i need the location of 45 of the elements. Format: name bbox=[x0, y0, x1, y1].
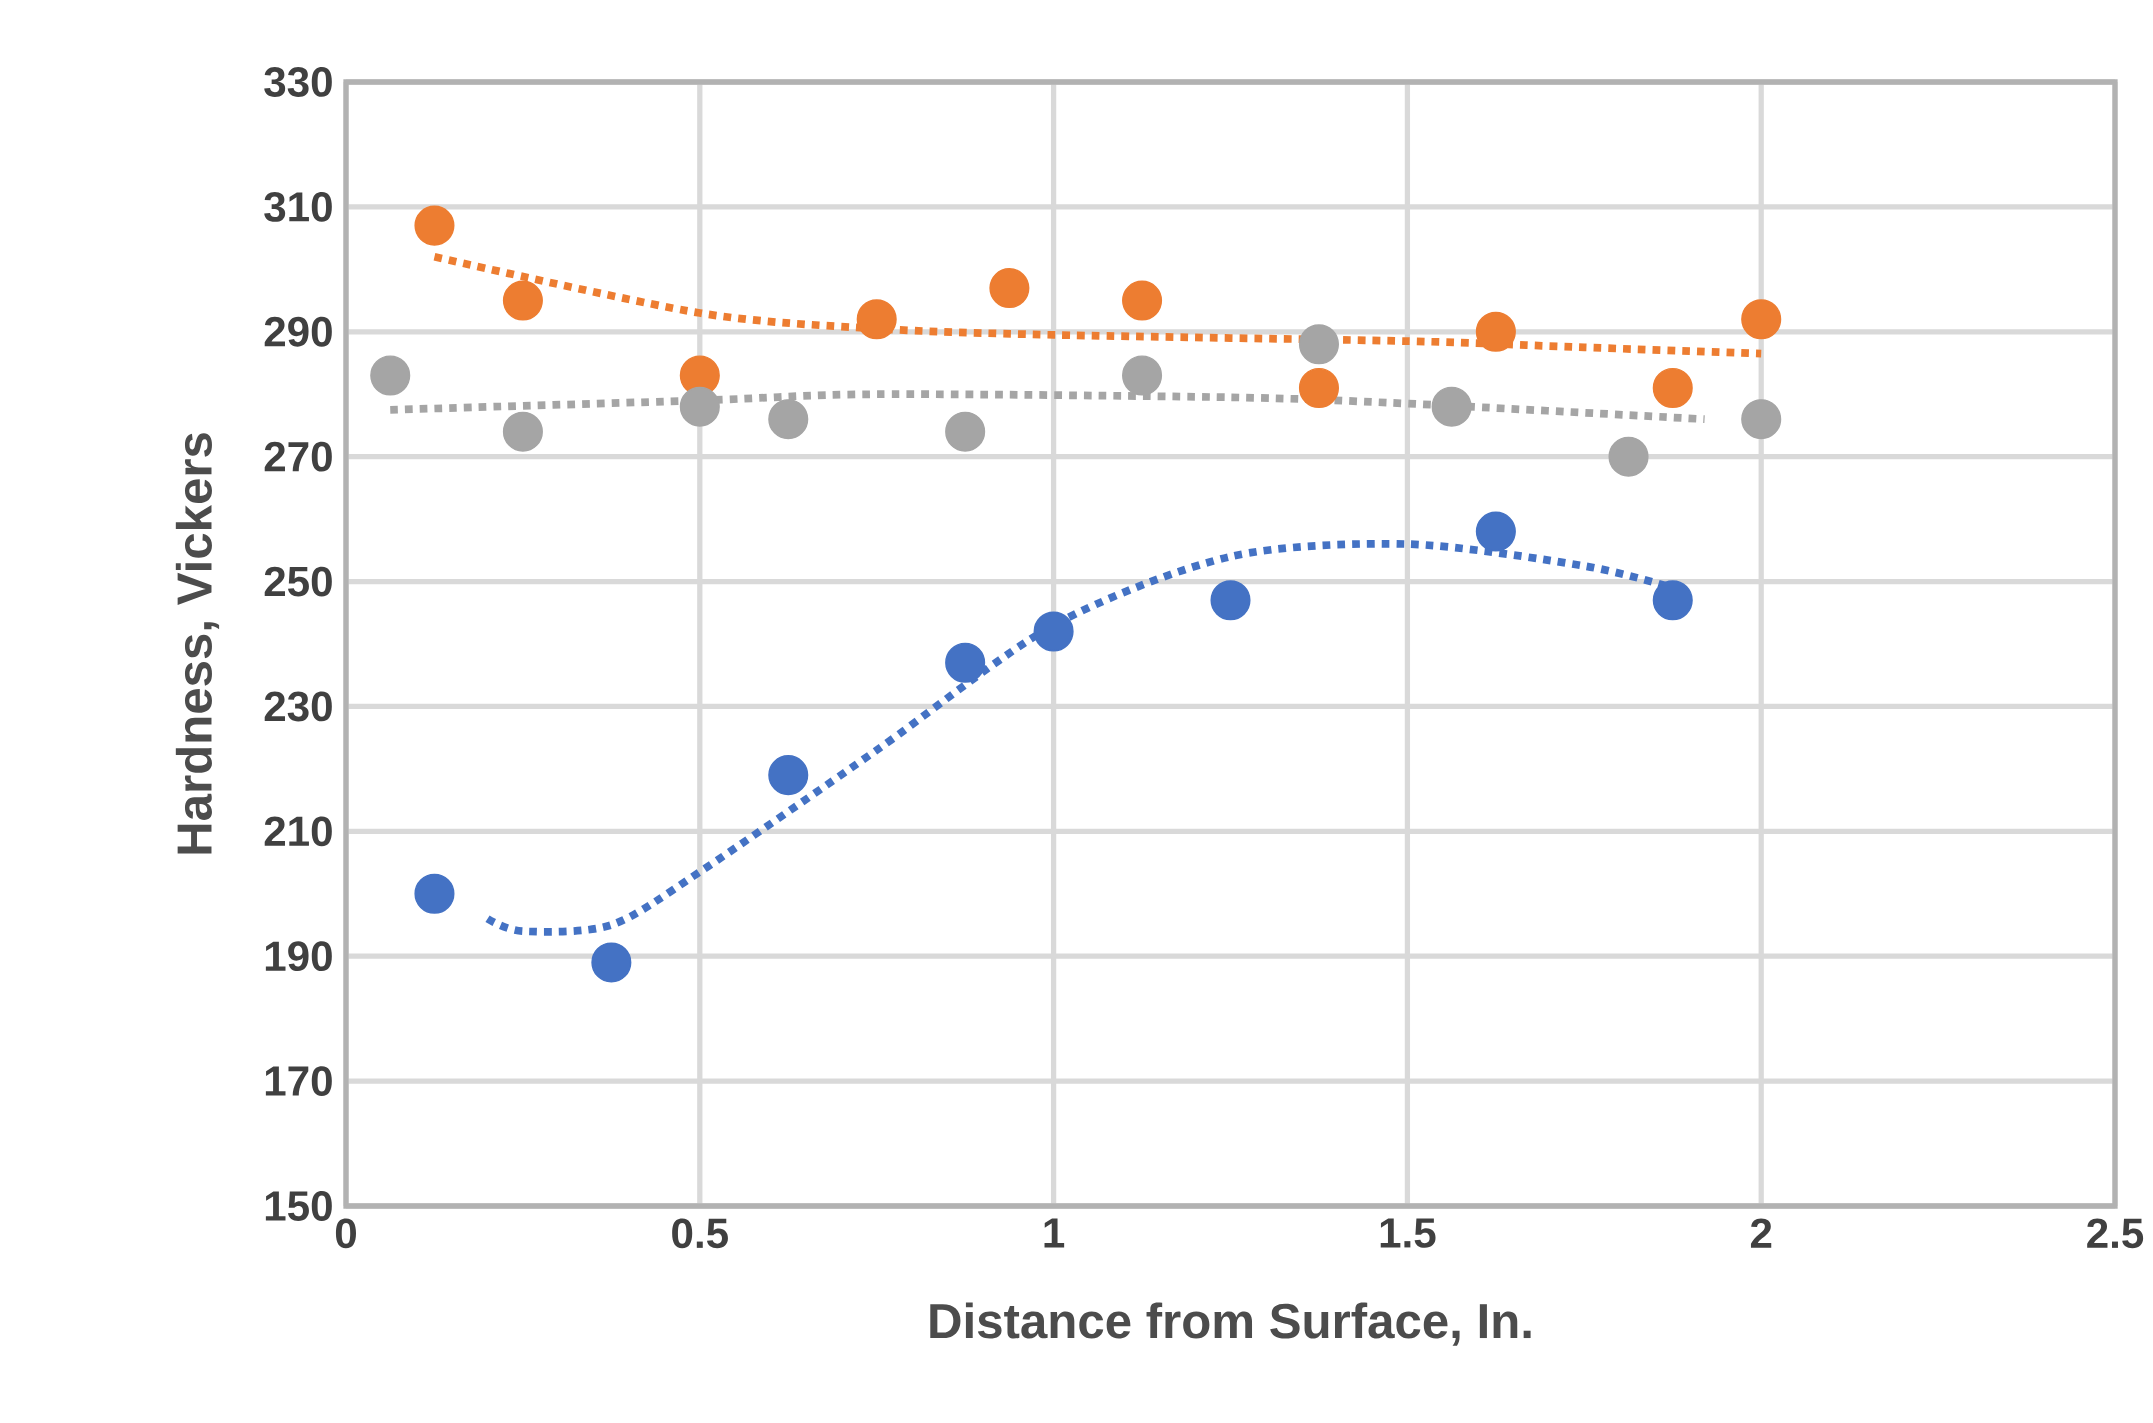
y-tick-label: 250 bbox=[264, 566, 332, 597]
point bbox=[414, 873, 455, 914]
point bbox=[945, 411, 986, 452]
y-tick-label: 210 bbox=[264, 816, 332, 847]
point bbox=[1475, 511, 1516, 552]
point bbox=[591, 942, 632, 983]
point bbox=[414, 205, 455, 246]
x-axis-title: Distance from Surface, In. bbox=[930, 1302, 1531, 1346]
point bbox=[945, 642, 986, 683]
x-tick-label: 2.5 bbox=[2087, 1218, 2144, 1249]
point bbox=[1608, 436, 1649, 477]
y-tick-label: 150 bbox=[265, 1191, 332, 1221]
point bbox=[679, 386, 720, 427]
x-tick-label: 0.5 bbox=[672, 1218, 728, 1249]
point bbox=[502, 411, 543, 452]
point bbox=[1741, 299, 1782, 340]
x-tick-label: 1.5 bbox=[1380, 1218, 1436, 1248]
y-tick-label: 190 bbox=[265, 941, 332, 972]
y-axis-title: Hardness, Vickers bbox=[175, 433, 220, 854]
point bbox=[370, 355, 411, 396]
point bbox=[1122, 280, 1163, 321]
y-tick-label: 310 bbox=[264, 191, 332, 222]
y-tick-label: 290 bbox=[264, 316, 332, 347]
x-tick-label: 1 bbox=[1044, 1218, 1065, 1248]
y-tick-label: 230 bbox=[264, 691, 332, 722]
point bbox=[1298, 367, 1339, 409]
point bbox=[1652, 367, 1693, 409]
point bbox=[502, 280, 543, 321]
point bbox=[1298, 324, 1339, 365]
point bbox=[1652, 580, 1693, 621]
y-tick-label: 270 bbox=[264, 441, 332, 472]
point bbox=[856, 299, 897, 340]
x-tick-label: 0 bbox=[335, 1218, 356, 1249]
y-tick-label: 170 bbox=[265, 1066, 332, 1096]
y-tick-label: 330 bbox=[264, 67, 332, 97]
point bbox=[768, 399, 809, 440]
x-tick-label: 2 bbox=[1750, 1218, 1772, 1248]
point bbox=[1033, 611, 1074, 652]
point bbox=[1741, 399, 1782, 440]
point bbox=[1210, 580, 1251, 621]
point bbox=[768, 755, 809, 796]
point bbox=[1431, 386, 1472, 427]
point bbox=[1122, 355, 1163, 396]
point bbox=[1475, 311, 1516, 352]
point bbox=[989, 268, 1030, 309]
